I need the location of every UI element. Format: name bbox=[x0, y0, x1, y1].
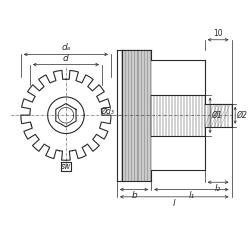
Text: l: l bbox=[173, 199, 176, 208]
Text: dₐ: dₐ bbox=[61, 44, 70, 52]
Text: b: b bbox=[131, 192, 137, 200]
Text: 10: 10 bbox=[213, 29, 223, 38]
Text: Ø2: Ø2 bbox=[237, 111, 248, 120]
Text: Ø1: Ø1 bbox=[212, 111, 222, 120]
Text: sw: sw bbox=[61, 162, 71, 171]
Text: d: d bbox=[63, 54, 69, 63]
Text: Ød₃: Ød₃ bbox=[101, 107, 114, 116]
Text: l₁: l₁ bbox=[188, 192, 194, 200]
Text: l₂: l₂ bbox=[215, 184, 221, 193]
